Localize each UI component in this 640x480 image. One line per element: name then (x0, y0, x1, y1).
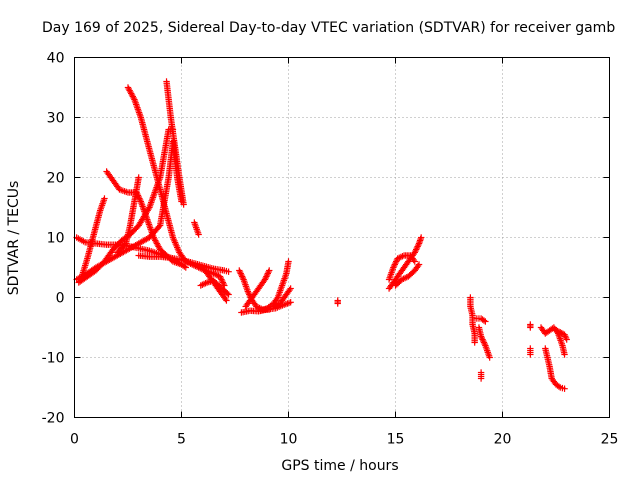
data-point (478, 334, 486, 342)
data-point (413, 244, 421, 252)
data-point (287, 285, 294, 292)
grid (74, 57, 610, 418)
data-point (415, 241, 422, 249)
data-point (412, 246, 420, 253)
x-tick-label: 15 (387, 432, 405, 448)
data-point (471, 339, 478, 346)
data-point (219, 279, 227, 286)
x-tick-label: 5 (177, 432, 186, 448)
data-point (236, 268, 244, 276)
data-point (244, 288, 252, 295)
y-tick-label: 30 (47, 111, 65, 127)
data-point (486, 354, 493, 361)
y-tick-label: 10 (47, 231, 65, 247)
axis-ticks: 0 5 10 15 20 25 -20 -10 0 10 20 30 40 (42, 51, 619, 448)
data-point (479, 336, 486, 343)
data-point (218, 277, 226, 285)
data-point (222, 295, 229, 303)
data-point (265, 268, 272, 276)
x-tick-label: 25 (601, 432, 619, 448)
data-point (155, 223, 163, 231)
data-point (263, 271, 271, 279)
data-point (223, 297, 230, 304)
data-point (561, 385, 568, 392)
data-point (239, 274, 247, 282)
data-point (415, 261, 423, 268)
data-point (527, 324, 534, 331)
data-point (414, 262, 422, 270)
data-point (262, 274, 269, 282)
data-point (527, 351, 534, 358)
x-tick-label: 20 (494, 432, 512, 448)
data-point (135, 174, 142, 181)
chart-title: Day 169 of 2025, Sidereal Day-to-day VTE… (42, 20, 615, 36)
x-axis-label: GPS time / hours (281, 458, 398, 474)
y-tick-label: 40 (47, 51, 65, 67)
data-point (482, 318, 489, 325)
data-point (130, 94, 137, 102)
plot-frame (74, 57, 610, 418)
data-point (245, 289, 252, 297)
data-point (334, 300, 341, 307)
data-point (397, 253, 405, 261)
data-point (411, 258, 418, 265)
data-point (390, 264, 397, 271)
data-point (563, 336, 570, 343)
data-point (224, 290, 231, 297)
data-point (477, 375, 485, 382)
data-point (273, 295, 280, 303)
data-point (286, 286, 293, 294)
data-point (261, 276, 269, 283)
data-point (417, 234, 425, 241)
data-point (412, 247, 419, 255)
data-point (393, 258, 400, 265)
data-point (561, 351, 568, 358)
data-point (101, 195, 108, 202)
data-point (236, 267, 243, 274)
data-point (136, 196, 144, 204)
data-point (555, 383, 563, 390)
data-point (477, 333, 485, 340)
data-point (391, 261, 398, 268)
data-point (410, 256, 417, 264)
x-tick-label: 0 (70, 432, 79, 448)
data-point (480, 339, 488, 346)
y-tick-label: 0 (56, 291, 65, 307)
data-point (218, 276, 225, 283)
data-point (145, 205, 152, 213)
y-tick-label: -20 (42, 411, 65, 427)
data-point (480, 317, 488, 324)
data-point (217, 274, 224, 282)
data-point (225, 291, 232, 298)
data-point (225, 268, 232, 275)
data-point (480, 337, 487, 345)
data-point (238, 273, 246, 280)
data-point (390, 262, 398, 270)
data-point (481, 340, 488, 348)
data-point (414, 243, 421, 250)
data-point (287, 299, 294, 306)
x-tick-label: 10 (280, 432, 298, 448)
data-point (182, 264, 189, 271)
y-tick-label: 20 (47, 171, 65, 187)
data-points (73, 78, 570, 392)
data-point (392, 259, 399, 267)
data-point (220, 280, 227, 288)
data-point (264, 270, 272, 277)
data-point (411, 249, 418, 256)
y-axis-label: SDTVAR / TECUs (6, 181, 22, 296)
data-point (266, 267, 273, 274)
data-point (238, 271, 245, 279)
data-point (216, 273, 224, 280)
data-point (263, 273, 270, 280)
data-point (237, 270, 244, 277)
data-point (180, 201, 187, 208)
data-point (195, 231, 202, 238)
data-point (285, 258, 292, 265)
y-tick-label: -10 (42, 351, 65, 367)
